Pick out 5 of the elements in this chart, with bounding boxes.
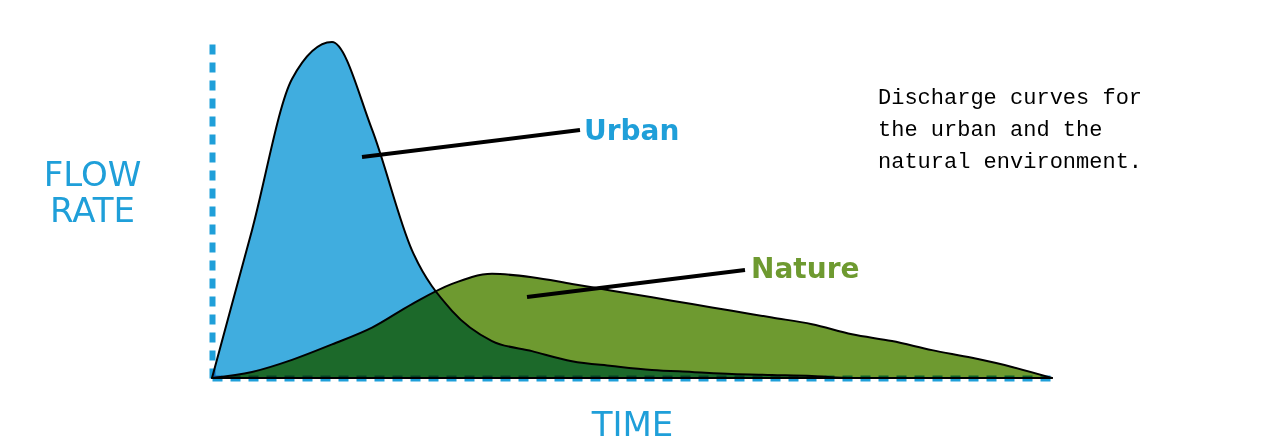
annotation: Discharge curves for the urban and the natural environment. — [878, 86, 1143, 175]
x-axis-title: TIME — [590, 403, 674, 444]
series-label: Nature — [751, 252, 860, 285]
text: Urban — [584, 114, 680, 147]
y-axis-title: FLOW RATE — [43, 153, 142, 230]
